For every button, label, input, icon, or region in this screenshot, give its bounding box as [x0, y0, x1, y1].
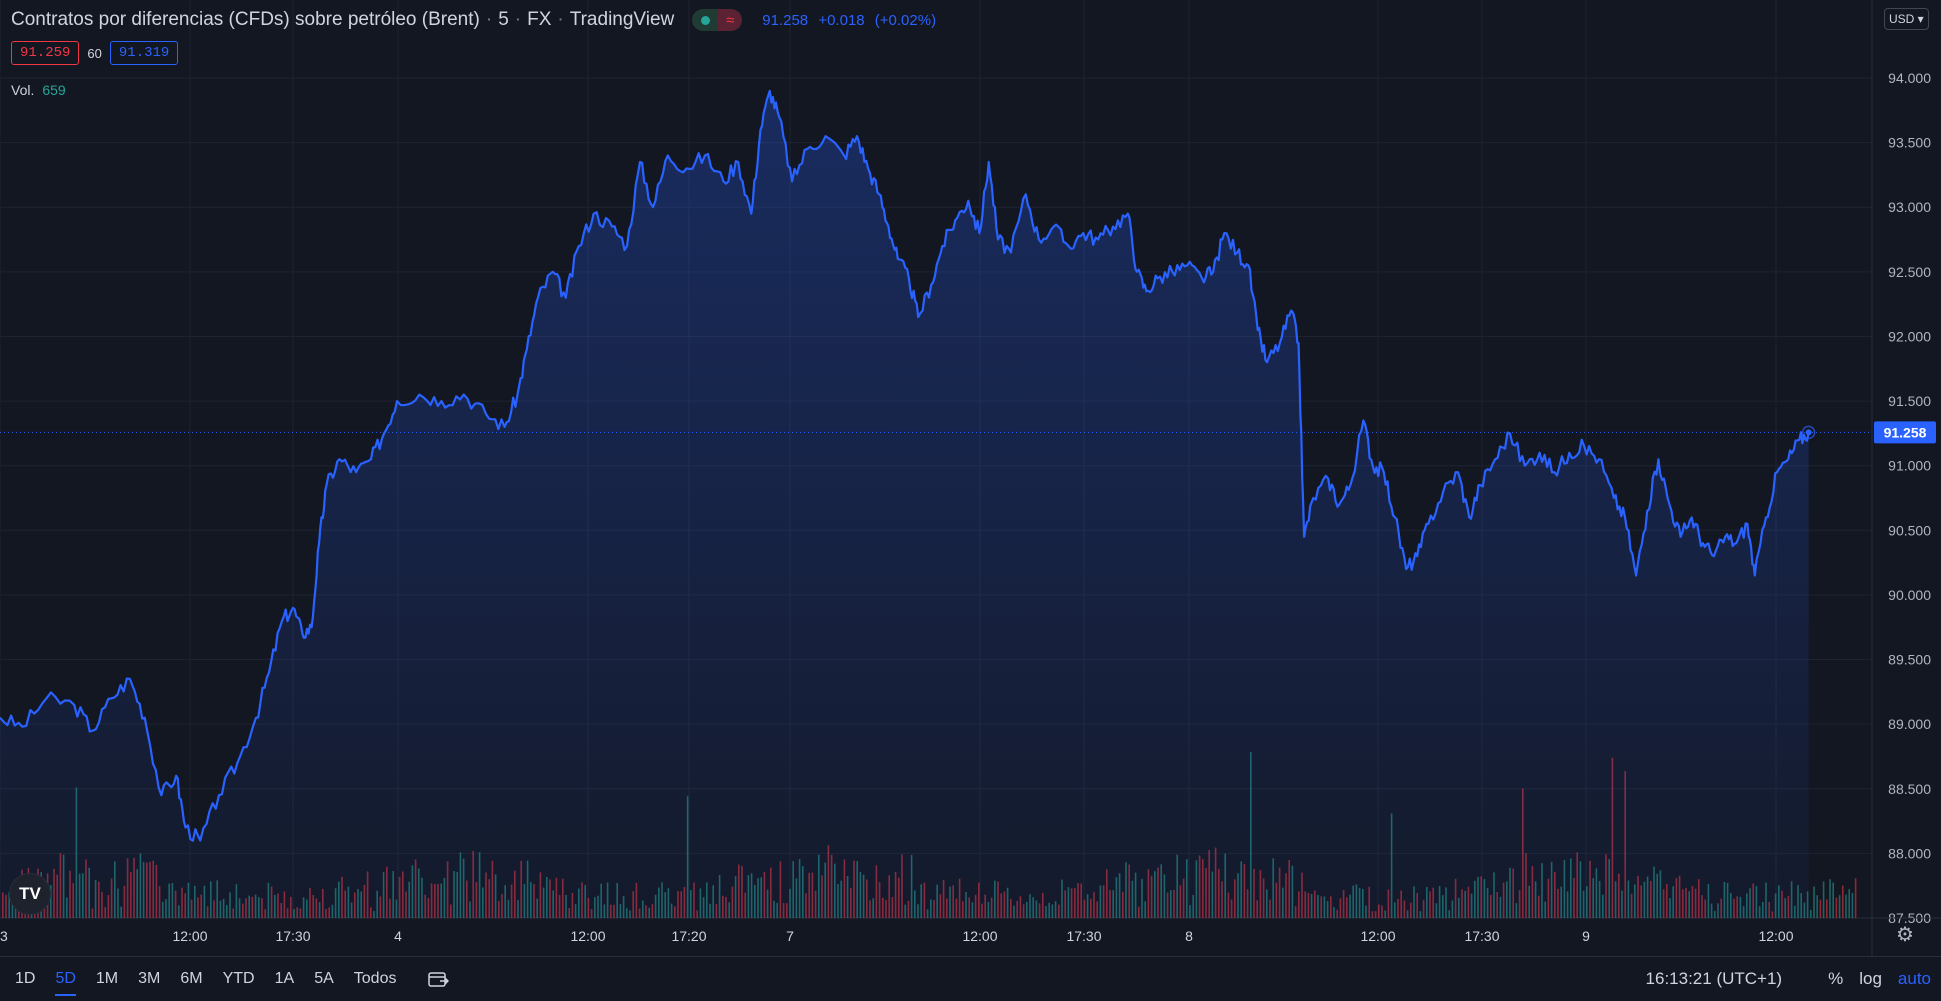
x-tick-label: 9 — [1582, 928, 1590, 944]
y-tick-label: 93.000 — [1888, 199, 1931, 215]
y-tick-label: 89.000 — [1888, 716, 1931, 732]
log-toggle[interactable]: log — [1859, 969, 1882, 988]
volume-bar — [1810, 909, 1812, 918]
bottom-toolbar: 1D 5D 1M 3M 6M YTD 1A 5A Todos 16:13:21 … — [0, 956, 1941, 1001]
range-6m[interactable]: 6M — [180, 970, 203, 987]
volume-bar — [1816, 895, 1818, 918]
volume-bar — [1835, 897, 1838, 918]
range-1d[interactable]: 1D — [15, 970, 36, 987]
x-tick-label: 7 — [786, 928, 794, 944]
x-tick-label: 12:00 — [1360, 928, 1395, 944]
y-tick-label: 88.000 — [1888, 845, 1931, 861]
y-tick-label: 89.500 — [1888, 652, 1931, 668]
clock-timezone[interactable]: 16:13:21 (UTC+1) — [1645, 969, 1783, 988]
volume-bar — [1854, 878, 1857, 918]
exchange-label: FX — [527, 9, 552, 30]
volume-bar — [1832, 882, 1834, 918]
volume-bar — [1829, 879, 1831, 918]
ask-price[interactable]: 91.319 — [109, 41, 179, 65]
x-tick-label: 3 — [0, 928, 8, 944]
volume-bar — [1819, 899, 1822, 918]
last-price-label: 91.258 — [1884, 424, 1927, 440]
volume-legend[interactable]: Vol. 659 — [11, 82, 66, 98]
right-tools: 16:13:21 (UTC+1) % log auto — [1646, 957, 1931, 1001]
last-price-marker — [1805, 429, 1812, 436]
volume-label: Vol. — [11, 82, 35, 98]
y-tick-label: 90.000 — [1888, 587, 1931, 603]
price-chart[interactable]: 94.000 93.500 93.000 92.500 92.000 91.500 91.0… — [0, 0, 1941, 956]
volume-bar — [1842, 885, 1844, 918]
header-separator: · — [557, 9, 564, 30]
source-label: TradingView — [569, 9, 675, 30]
percent-toggle[interactable]: % — [1828, 969, 1844, 988]
last-price-label-bg — [1874, 421, 1936, 444]
price-change-pct: (+0.02%) — [874, 11, 937, 29]
y-tick-label: 91.000 — [1888, 458, 1931, 474]
price-change: +0.018 — [818, 11, 865, 29]
range-ytd[interactable]: YTD — [222, 970, 255, 987]
volume-bar — [1826, 899, 1828, 918]
volume-bar — [1845, 894, 1847, 918]
settings-gear-icon[interactable]: ⚙ — [1896, 924, 1914, 946]
volume-value: 659 — [42, 82, 66, 98]
y-tick-label: 91.500 — [1888, 393, 1931, 409]
x-tick-label: 17:30 — [1066, 928, 1101, 944]
interval-label[interactable]: 5 — [498, 9, 509, 30]
last-price: 91.258 — [762, 11, 809, 29]
symbol-title[interactable]: Contratos por diferencias (CFDs) sobre p… — [11, 9, 480, 30]
x-tick-label: 4 — [394, 928, 402, 944]
spread-value: 60 — [87, 45, 102, 61]
x-tick-label: 17:30 — [1464, 928, 1499, 944]
x-tick-label: 12:00 — [1758, 928, 1793, 944]
x-tick-label: 12:00 — [570, 928, 605, 944]
tradingview-logo-icon[interactable]: TV — [9, 873, 51, 915]
bid-ask-panel: 91.259 60 91.319 — [11, 41, 179, 65]
y-tick-label: 92.500 — [1888, 264, 1931, 280]
market-status-icon[interactable]: ≈ — [692, 9, 743, 31]
volume-bar — [1848, 889, 1850, 918]
auto-toggle[interactable]: auto — [1897, 969, 1931, 988]
range-1a[interactable]: 1A — [274, 970, 295, 987]
price-area-fill — [0, 90, 1809, 918]
volume-bar — [1851, 892, 1854, 918]
range-5d[interactable]: 5D — [50, 970, 80, 996]
x-tick-label: 12:00 — [172, 928, 207, 944]
currency-button[interactable]: USD ▾ — [1884, 8, 1929, 30]
x-tick-label: 17:30 — [275, 928, 310, 944]
x-tick-label: 17:20 — [671, 928, 706, 944]
calendar-range-icon[interactable] — [427, 970, 450, 988]
y-tick-label: 94.000 — [1888, 70, 1931, 86]
x-tick-label: 12:00 — [962, 928, 997, 944]
header-separator: · — [514, 9, 522, 30]
last-price-info: 91.258 +0.018 (+0.02%) — [762, 12, 942, 29]
last-price-marker-ring — [1801, 425, 1816, 440]
range-1m[interactable]: 1M — [95, 970, 119, 987]
volume-bar — [1813, 886, 1815, 918]
range-3m[interactable]: 3M — [138, 970, 161, 987]
range-todos[interactable]: Todos — [353, 970, 397, 987]
chart-header: Contratos por diferencias (CFDs) sobre p… — [11, 7, 942, 33]
x-tick-label: 8 — [1185, 928, 1193, 944]
volume-bar — [1838, 895, 1841, 918]
range-5a[interactable]: 5A — [314, 970, 334, 987]
price-line — [0, 89, 1810, 842]
volume-bar — [1822, 881, 1825, 918]
bid-price[interactable]: 91.259 — [11, 41, 80, 65]
y-tick-label: 88.500 — [1888, 781, 1931, 797]
y-tick-label: 90.500 — [1888, 522, 1931, 538]
y-tick-label: 93.500 — [1888, 135, 1931, 151]
y-tick-label: 92.000 — [1888, 328, 1931, 344]
header-separator: · — [485, 9, 493, 30]
